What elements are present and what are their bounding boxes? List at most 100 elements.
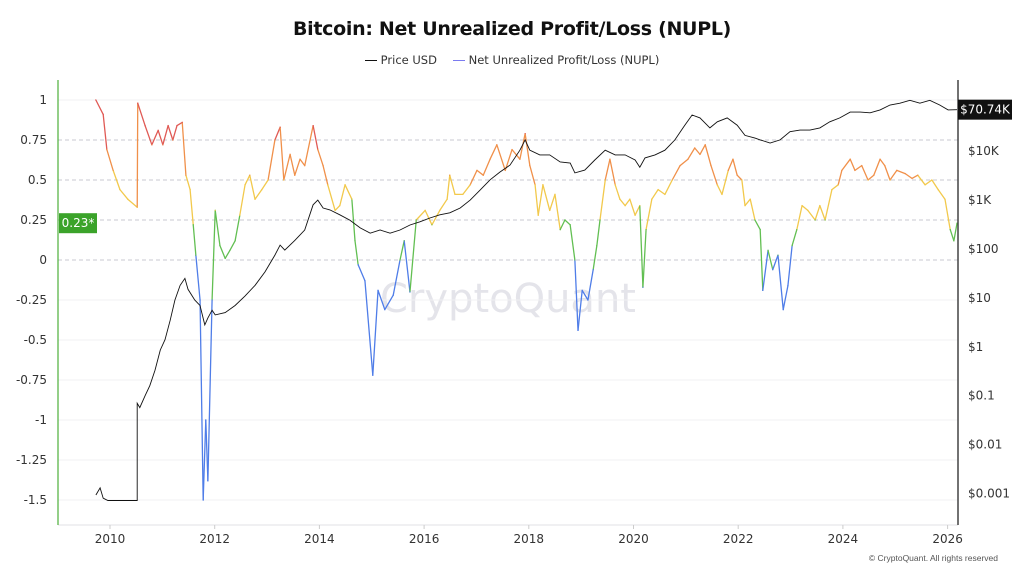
y-left-tick-label: 1 [39,93,47,107]
nupl-segment [772,254,779,271]
nupl-point [189,189,191,191]
nupl-segment [867,174,875,181]
nupl-segment [687,147,696,160]
nupl-segment [749,198,756,221]
nupl-point [137,102,139,104]
nupl-segment [224,249,231,260]
nupl-segment [409,219,417,293]
nupl-point [873,174,875,176]
nupl-segment [234,214,241,242]
nupl-segment [879,158,886,167]
nupl-point [199,299,201,301]
nupl-point [741,179,743,181]
nupl-segment [664,179,673,196]
nupl-segment [476,169,484,176]
nupl-segment [911,174,919,180]
y-left-tick-label: -1.5 [24,493,47,507]
nupl-segment [904,172,913,180]
legend-item-nupl[interactable]: Net Unrealized Profit/Loss (NUPL) [452,53,659,67]
y-left-tick-label: 0.5 [28,173,47,187]
nupl-segment [534,184,539,216]
nupl-point [289,153,291,155]
nupl-segment [439,198,448,212]
nupl-point [106,149,108,151]
nupl-segment [274,126,281,141]
nupl-segment [267,139,276,181]
nupl-segment [937,188,946,200]
nupl-point [144,125,146,127]
nupl-point [205,419,207,421]
nupl-point [624,205,626,207]
nupl-point [239,214,241,216]
nupl-segment [581,289,589,301]
nupl-segment [741,179,746,207]
legend-item-price[interactable]: Price USD [364,53,437,67]
nupl-segment [736,174,743,181]
nupl-point [716,184,718,186]
x-tick-label: 2020 [618,532,649,546]
legend: Price USD Net Unrealized Profit/Loss (NU… [0,50,1024,67]
nupl-point [469,184,471,186]
nupl-point [937,189,939,191]
nupl-segment [357,264,366,282]
nupl-point [185,174,187,176]
nupl-segment [95,99,104,116]
nupl-segment [127,198,138,208]
nupl-segment [767,249,774,271]
nupl-point [634,214,636,216]
nupl-point [207,480,209,482]
nupl-segment [304,124,314,167]
nupl-point [354,240,356,242]
legend-swatch-price [364,59,377,61]
nupl-segment [399,240,405,261]
nupl-point [454,193,456,195]
nupl-point [392,294,394,296]
nupl-segment [519,132,526,160]
nupl-segment [759,228,764,292]
y-left-tick-label: -0.75 [16,373,47,387]
nupl-point [787,285,789,287]
nupl-point [377,289,379,291]
nupl-segment [181,121,187,176]
nupl-point [229,249,231,251]
nupl-segment [162,124,169,146]
nupl-point [782,309,784,311]
nupl-point [529,165,531,167]
nupl-point [176,125,178,127]
nupl-segment [283,153,291,181]
nupl-segment [596,219,601,247]
nupl-segment [199,299,204,501]
nupl-segment [917,174,926,186]
nupl-point [879,158,881,160]
nupl-segment [403,240,411,293]
nupl-point [244,184,246,186]
nupl-point [476,169,478,171]
nupl-point [559,229,561,231]
nupl-point [639,205,641,207]
nupl-segment [657,188,666,196]
nupl-segment [949,228,955,242]
nupl-point [431,224,433,226]
nupl-segment [261,179,269,191]
nupl-point [279,126,281,128]
nupl-point [327,184,329,186]
nupl-point [687,158,689,160]
nupl-segment [106,148,114,172]
y-left-tick-label: 0.25 [20,213,47,227]
nupl-segment [896,169,906,175]
nupl-segment [185,174,191,191]
nupl-segment [671,164,681,181]
nupl-point [482,174,484,176]
nupl-point [671,179,673,181]
nupl-segment [710,164,718,186]
nupl-segment [931,179,939,191]
nupl-point [294,174,296,176]
nupl-segment [469,169,478,186]
nupl-segment [549,193,556,212]
nupl-point [317,149,319,151]
nupl-point [953,240,955,242]
nupl-segment [327,184,336,212]
nupl-segment [569,224,576,261]
nupl-point [181,121,183,123]
nupl-segment [529,164,536,186]
